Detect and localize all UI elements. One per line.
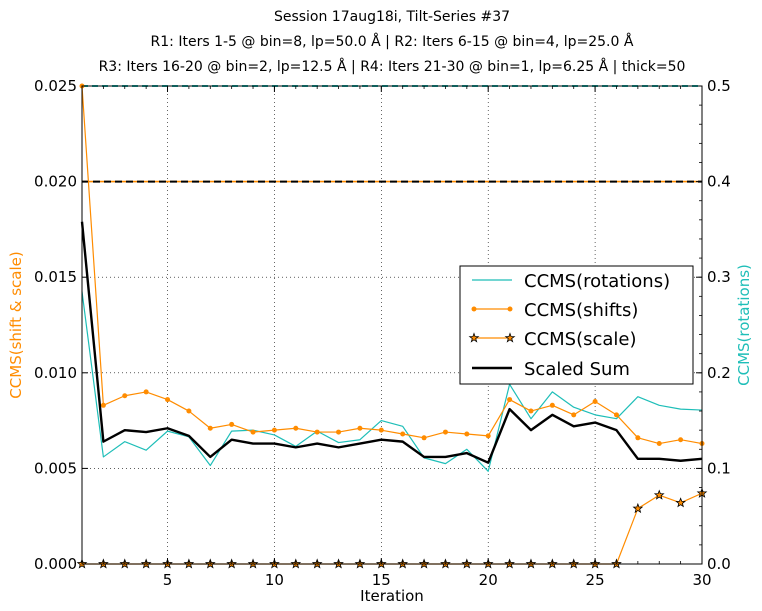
data-point-shifts xyxy=(271,427,277,433)
tick-layer: 5 10 15 20 25 30 0.000 0.005 0.010 0.015 0.020 0.02… xyxy=(34,77,731,589)
x-tick-label: 15 xyxy=(372,571,391,589)
y-right-tick-label: 0.5 xyxy=(707,77,731,95)
data-point-shifts xyxy=(678,437,684,443)
legend: CCMS(rotations) CCMS(shifts) CCMS(scale)… xyxy=(459,265,694,385)
data-point-shifts xyxy=(485,433,491,439)
data-point-shifts xyxy=(635,435,641,441)
y-left-tick-label: 0.020 xyxy=(34,173,77,191)
y-left-tick-label: 0.025 xyxy=(34,77,77,95)
data-point-shifts xyxy=(207,425,213,431)
y-right-tick-label: 0.3 xyxy=(707,268,731,286)
data-point-scale xyxy=(653,489,665,500)
series-line-scaled-sum xyxy=(80,221,703,464)
data-point-shifts xyxy=(122,393,128,399)
data-point-shifts xyxy=(400,431,406,437)
data-point-shifts xyxy=(357,425,363,431)
data-point-shifts xyxy=(186,408,192,414)
data-point-shifts xyxy=(250,429,256,435)
data-point-shifts xyxy=(549,402,555,408)
y-axis-label-right: CCMS(rotations) xyxy=(735,264,753,386)
y-right-tick-label: 0.4 xyxy=(707,173,731,191)
y-left-tick-label: 0.010 xyxy=(34,364,77,382)
y-right-tick-label: 0.1 xyxy=(707,459,731,477)
x-tick-label: 10 xyxy=(265,571,284,589)
legend-marker-scale-b xyxy=(504,332,516,343)
data-point-shifts xyxy=(528,408,534,414)
data-point-shifts xyxy=(293,425,299,431)
legend-marker-shifts-b xyxy=(507,306,513,312)
legend-marker-shifts-a xyxy=(471,306,477,312)
chart-title-line-1: Session 17aug18i, Tilt-Series #37 xyxy=(274,9,510,25)
chart-title-line-3: R3: Iters 16-20 @ bin=2, lp=12.5 Å | R4:… xyxy=(99,58,686,75)
y-right-tick-label: 0.2 xyxy=(707,364,731,382)
legend-label-shifts: CCMS(shifts) xyxy=(524,300,638,321)
legend-label-scaled-sum: Scaled Sum xyxy=(524,359,630,380)
y-axis-label-left: CCMS(shift & scale) xyxy=(7,251,25,398)
chart-title-line-2: R1: Iters 1-5 @ bin=8, lp=50.0 Å | R2: I… xyxy=(151,33,634,50)
data-point-shifts xyxy=(421,435,427,441)
x-tick-label: 30 xyxy=(692,571,711,589)
data-point-shifts xyxy=(613,412,619,418)
data-point-shifts xyxy=(229,421,235,427)
legend-marker-scale-a xyxy=(468,332,480,343)
data-point-shifts xyxy=(442,429,448,435)
data-point-shifts xyxy=(378,427,384,433)
data-point-shifts xyxy=(314,429,320,435)
legend-box xyxy=(459,265,694,385)
legend-label-scale: CCMS(scale) xyxy=(524,329,637,350)
data-point-shifts xyxy=(507,397,513,403)
y-right-tick-label: 0.0 xyxy=(707,555,731,573)
data-point-shifts xyxy=(100,402,106,408)
data-point-shifts xyxy=(571,412,577,418)
legend-label-rotations: CCMS(rotations) xyxy=(524,271,670,292)
data-point-scale xyxy=(632,502,644,514)
y-left-tick-label: 0.000 xyxy=(34,555,77,573)
x-tick-label: 5 xyxy=(163,571,173,589)
data-point-shifts xyxy=(464,431,470,437)
y-left-tick-label: 0.015 xyxy=(34,268,77,286)
data-point-shifts xyxy=(165,397,171,403)
data-point-shifts xyxy=(336,429,342,435)
x-tick-label: 25 xyxy=(586,571,605,589)
plot-frame xyxy=(81,85,703,565)
data-point-scale xyxy=(675,497,686,508)
x-axis-label: Iteration xyxy=(360,587,424,605)
chart-title: Session 17aug18i, Tilt-Series #37 R1: It… xyxy=(99,9,686,75)
data-point-shifts xyxy=(656,441,662,447)
series-scaled-sum xyxy=(80,221,703,464)
series-line-shifts xyxy=(81,85,703,445)
x-tick-label: 20 xyxy=(479,571,498,589)
data-point-shifts xyxy=(592,398,598,404)
y-left-tick-label: 0.005 xyxy=(34,459,77,477)
data-point-shifts xyxy=(143,389,149,395)
